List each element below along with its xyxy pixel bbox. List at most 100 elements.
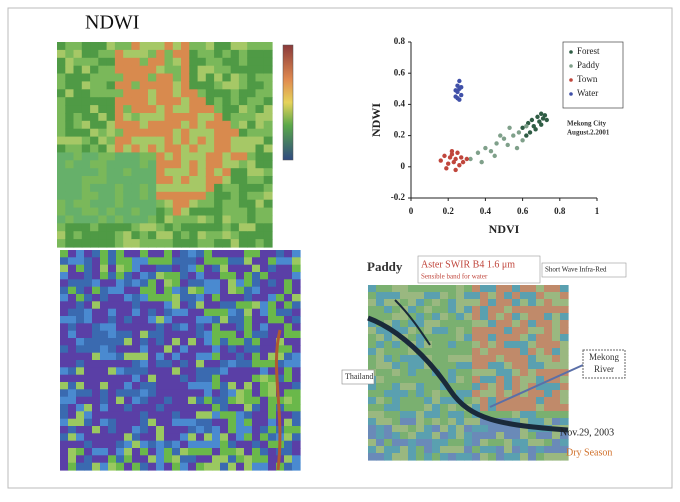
image-cell [464, 432, 473, 440]
image-cell [236, 316, 245, 324]
image-cell [173, 231, 182, 240]
image-cell [156, 152, 165, 161]
image-cell [252, 419, 261, 427]
image-cell [172, 433, 181, 441]
image-cell [268, 331, 277, 339]
image-cell [376, 306, 385, 314]
image-cell [115, 168, 124, 177]
image-cell [173, 121, 182, 130]
image-cell [124, 301, 133, 309]
image-cell [156, 345, 165, 353]
image-cell [448, 299, 457, 307]
image-cell [189, 176, 198, 185]
image-cell [384, 376, 393, 384]
image-cell [214, 231, 223, 240]
image-cell [392, 446, 401, 454]
image-cell [252, 441, 261, 449]
image-cell [448, 327, 457, 335]
image-cell [60, 257, 69, 265]
point [453, 157, 457, 161]
image-cell [276, 265, 285, 273]
image-cell [252, 338, 261, 346]
image-cell [107, 231, 116, 240]
image-cell [268, 375, 277, 383]
image-cell [57, 74, 66, 83]
image-cell [204, 294, 213, 302]
image-cell [384, 306, 393, 314]
image-cell [236, 360, 245, 368]
image-cell [206, 231, 215, 240]
image-cell [400, 383, 409, 391]
sensor-note: Sensible band for water [421, 273, 488, 281]
image-cell [432, 313, 441, 321]
image-cell [165, 176, 174, 185]
image-cell [172, 331, 181, 339]
image-cell [239, 89, 248, 98]
image-cell [260, 463, 269, 471]
image-cell [198, 97, 207, 106]
image-cell [424, 390, 433, 398]
image-cell [196, 404, 205, 412]
image-cell [456, 432, 465, 440]
image-cell [172, 279, 181, 287]
image-cell [204, 287, 213, 295]
image-cell [92, 463, 101, 471]
image-cell [264, 184, 273, 193]
image-cell [172, 455, 181, 463]
image-cell [116, 419, 125, 427]
image-cell [400, 320, 409, 328]
image-cell [156, 257, 165, 265]
image-cell [100, 382, 109, 390]
image-cell [512, 369, 521, 377]
image-cell [107, 74, 116, 83]
image-cell [260, 455, 269, 463]
image-cell [204, 419, 213, 427]
image-cell [98, 129, 107, 138]
image-cell [57, 168, 66, 177]
image-cell [284, 441, 293, 449]
image-cell [214, 121, 223, 130]
image-cell [74, 129, 83, 138]
image-cell [408, 327, 417, 335]
image-cell [100, 338, 109, 346]
image-cell [92, 338, 101, 346]
image-cell [68, 426, 77, 434]
image-cell [264, 113, 273, 122]
image-cell [424, 411, 433, 419]
image-cell [212, 331, 221, 339]
image-cell [100, 331, 109, 339]
image-cell [408, 306, 417, 314]
image-cell [400, 439, 409, 447]
image-cell [123, 208, 132, 217]
image-cell [164, 250, 173, 258]
image-cell [376, 453, 385, 461]
image-cell [132, 448, 141, 456]
image-cell [292, 441, 301, 449]
image-cell [181, 231, 190, 240]
image-cell [268, 382, 277, 390]
image-cell [90, 89, 99, 98]
image-cell [384, 313, 393, 321]
point [489, 149, 493, 153]
image-cell [115, 152, 124, 161]
image-cell [231, 129, 240, 138]
image-cell [198, 200, 207, 209]
image-cell [204, 455, 213, 463]
image-cell [165, 113, 174, 122]
image-cell [180, 375, 189, 383]
image-cell [384, 418, 393, 426]
image-cell [214, 50, 223, 59]
image-cell [252, 367, 261, 375]
image-cell [140, 272, 149, 280]
image-cell [90, 160, 99, 169]
image-cell [82, 113, 91, 122]
image-cell [231, 89, 240, 98]
image-cell [100, 353, 109, 361]
image-cell [512, 299, 521, 307]
image-cell [60, 323, 69, 331]
image-cell [212, 345, 221, 353]
image-cell [408, 411, 417, 419]
image-cell [464, 369, 473, 377]
image-cell [560, 320, 569, 328]
image-cell [140, 50, 149, 59]
